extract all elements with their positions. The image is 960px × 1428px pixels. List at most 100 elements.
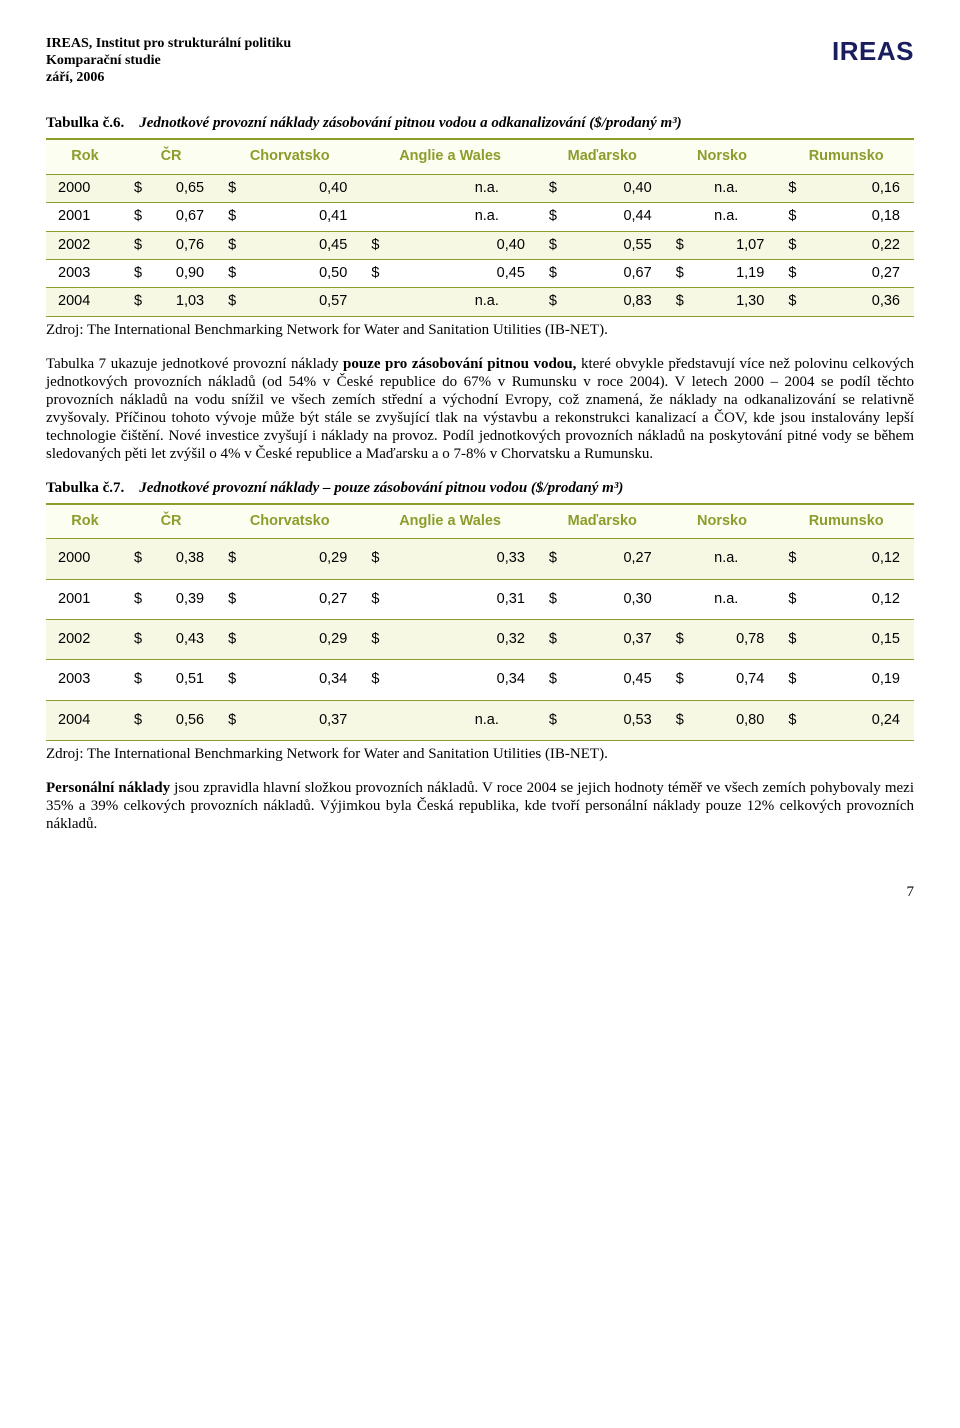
paragraph-1: Tabulka 7 ukazuje jednotkové provozní ná… xyxy=(46,355,914,463)
column-header: Rok xyxy=(46,139,124,174)
value-cell: $0,30 xyxy=(539,579,666,619)
value-cell: $0,39 xyxy=(124,579,218,619)
value-cell: $0,40 xyxy=(361,231,539,259)
table6-caption: Tabulka č.6. Jednotkové provozní náklady… xyxy=(46,114,914,132)
column-header: Anglie a Wales xyxy=(361,504,539,539)
table-row: 2004$0,56$0,37n.a.$0,53$0,80$0,24 xyxy=(46,700,914,740)
na-cell: n.a. xyxy=(361,174,539,202)
header-study: Komparační studie xyxy=(46,53,291,70)
value-cell: $0,56 xyxy=(124,700,218,740)
table-row: 2000$0,38$0,29$0,33$0,27n.a.$0,12 xyxy=(46,539,914,579)
value-cell: $0,27 xyxy=(539,539,666,579)
na-cell: n.a. xyxy=(666,174,779,202)
para2-rest: jsou zpravidla hlavní složkou provozních… xyxy=(46,780,914,832)
column-header: Maďarsko xyxy=(539,139,666,174)
value-cell: $0,40 xyxy=(218,174,361,202)
header-left: IREAS, Institut pro strukturální politik… xyxy=(46,36,291,86)
table7: RokČRChorvatskoAnglie a WalesMaďarskoNor… xyxy=(46,503,914,741)
value-cell: $0,76 xyxy=(124,231,218,259)
value-cell: $0,24 xyxy=(778,700,914,740)
value-cell: $0,45 xyxy=(539,660,666,700)
na-cell: n.a. xyxy=(361,203,539,231)
value-cell: $0,78 xyxy=(666,619,779,659)
value-cell: $0,57 xyxy=(218,288,361,316)
value-cell: $0,45 xyxy=(218,231,361,259)
column-header: Norsko xyxy=(666,139,779,174)
value-cell: $0,74 xyxy=(666,660,779,700)
na-cell: n.a. xyxy=(666,579,779,619)
column-header: Rumunsko xyxy=(778,139,914,174)
year-cell: 2003 xyxy=(46,660,124,700)
value-cell: $0,83 xyxy=(539,288,666,316)
paragraph-2: Personální náklady jsou zpravidla hlavní… xyxy=(46,779,914,833)
na-cell: n.a. xyxy=(666,539,779,579)
para2-lead: Personální náklady xyxy=(46,780,170,796)
value-cell: $0,15 xyxy=(778,619,914,659)
page-header: IREAS, Institut pro strukturální politik… xyxy=(46,36,914,86)
column-header: ČR xyxy=(124,504,218,539)
value-cell: $0,67 xyxy=(539,259,666,287)
value-cell: $0,37 xyxy=(539,619,666,659)
table-row: 2003$0,51$0,34$0,34$0,45$0,74$0,19 xyxy=(46,660,914,700)
column-header: Rok xyxy=(46,504,124,539)
value-cell: $0,16 xyxy=(778,174,914,202)
value-cell: $0,50 xyxy=(218,259,361,287)
column-header: Chorvatsko xyxy=(218,139,361,174)
table-row: 2003$0,90$0,50$0,45$0,67$1,19$0,27 xyxy=(46,259,914,287)
value-cell: $0,53 xyxy=(539,700,666,740)
value-cell: $0,40 xyxy=(539,174,666,202)
table-row: 2000$0,65$0,40n.a.$0,40n.a.$0,16 xyxy=(46,174,914,202)
value-cell: $0,67 xyxy=(124,203,218,231)
value-cell: $0,38 xyxy=(124,539,218,579)
page-number: 7 xyxy=(46,883,914,901)
value-cell: $0,29 xyxy=(218,619,361,659)
value-cell: $0,44 xyxy=(539,203,666,231)
value-cell: $0,51 xyxy=(124,660,218,700)
value-cell: $0,41 xyxy=(218,203,361,231)
column-header: Anglie a Wales xyxy=(361,139,539,174)
value-cell: $0,34 xyxy=(218,660,361,700)
value-cell: $1,07 xyxy=(666,231,779,259)
table6-caption-title: Jednotkové provozní náklady zásobování p… xyxy=(139,115,681,131)
table6-caption-lead: Tabulka č.6. xyxy=(46,115,124,131)
year-cell: 2003 xyxy=(46,259,124,287)
value-cell: $0,55 xyxy=(539,231,666,259)
header-org: IREAS, Institut pro strukturální politik… xyxy=(46,36,291,53)
value-cell: $0,12 xyxy=(778,579,914,619)
value-cell: $0,18 xyxy=(778,203,914,231)
value-cell: $0,22 xyxy=(778,231,914,259)
para1-bold: pouze pro zásobování pitnou vodou, xyxy=(343,356,576,372)
table-row: 2001$0,39$0,27$0,31$0,30n.a.$0,12 xyxy=(46,579,914,619)
value-cell: $0,27 xyxy=(218,579,361,619)
year-cell: 2000 xyxy=(46,539,124,579)
value-cell: $0,31 xyxy=(361,579,539,619)
column-header: Norsko xyxy=(666,504,779,539)
table7-caption: Tabulka č.7. Jednotkové provozní náklady… xyxy=(46,479,914,497)
table6: RokČRChorvatskoAnglie a WalesMaďarskoNor… xyxy=(46,138,914,316)
table-row: 2001$0,67$0,41n.a.$0,44n.a.$0,18 xyxy=(46,203,914,231)
column-header: ČR xyxy=(124,139,218,174)
value-cell: $0,45 xyxy=(361,259,539,287)
value-cell: $0,65 xyxy=(124,174,218,202)
value-cell: $0,36 xyxy=(778,288,914,316)
table7-head: RokČRChorvatskoAnglie a WalesMaďarskoNor… xyxy=(46,504,914,539)
year-cell: 2004 xyxy=(46,288,124,316)
column-header: Maďarsko xyxy=(539,504,666,539)
year-cell: 2001 xyxy=(46,579,124,619)
year-cell: 2002 xyxy=(46,231,124,259)
value-cell: $0,90 xyxy=(124,259,218,287)
na-cell: n.a. xyxy=(361,700,539,740)
year-cell: 2000 xyxy=(46,174,124,202)
value-cell: $0,32 xyxy=(361,619,539,659)
year-cell: 2002 xyxy=(46,619,124,659)
value-cell: $0,12 xyxy=(778,539,914,579)
year-cell: 2001 xyxy=(46,203,124,231)
value-cell: $0,34 xyxy=(361,660,539,700)
table-row: 2002$0,76$0,45$0,40$0,55$1,07$0,22 xyxy=(46,231,914,259)
table6-head: RokČRChorvatskoAnglie a WalesMaďarskoNor… xyxy=(46,139,914,174)
na-cell: n.a. xyxy=(666,203,779,231)
value-cell: $1,30 xyxy=(666,288,779,316)
header-date: září, 2006 xyxy=(46,70,291,87)
value-cell: $1,03 xyxy=(124,288,218,316)
year-cell: 2004 xyxy=(46,700,124,740)
